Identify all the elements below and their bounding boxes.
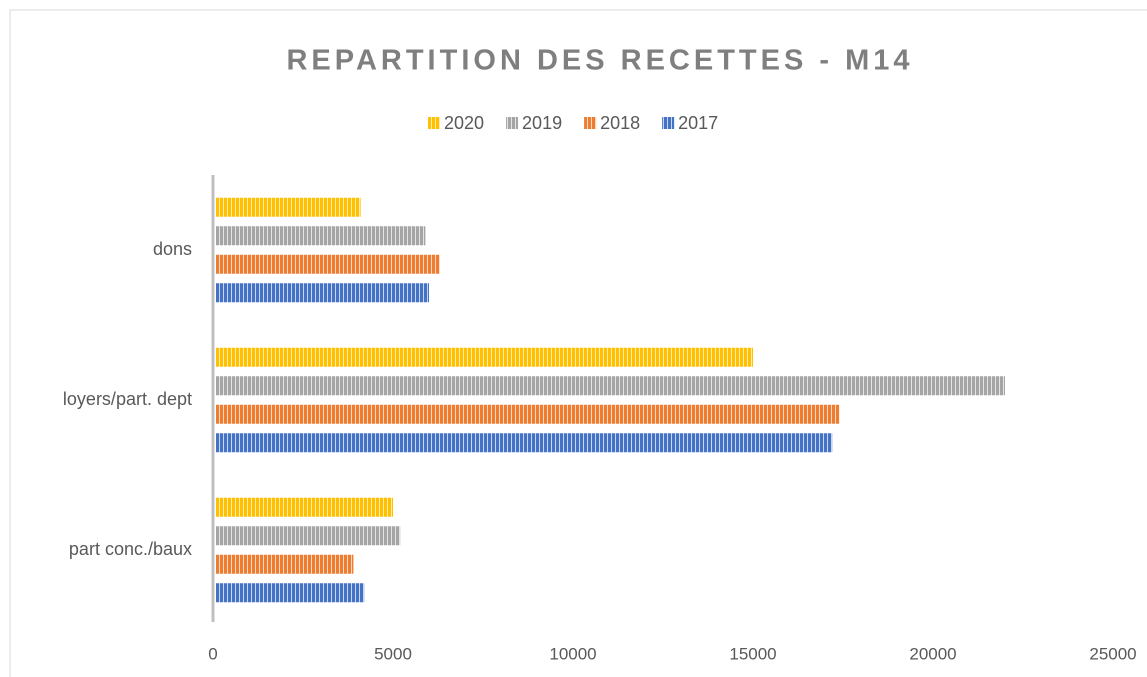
x-tick-label: 20000 [909, 644, 956, 663]
legend-label: 2017 [678, 113, 718, 133]
x-tick-label: 10000 [549, 644, 596, 663]
y-tick-label: loyers/part. dept [63, 389, 192, 409]
legend-label: 2018 [600, 113, 640, 133]
x-tick-label: 25000 [1089, 644, 1136, 663]
chart-title: REPARTITION DES RECETTES - M14 [286, 45, 913, 77]
bar [216, 197, 361, 217]
bar [216, 554, 354, 574]
bar [216, 404, 840, 424]
legend-swatch [584, 117, 597, 129]
bar [216, 226, 426, 246]
legend-swatch [662, 117, 675, 129]
x-tick-label: 5000 [374, 644, 412, 663]
bar [216, 433, 833, 453]
legend-swatch [506, 117, 519, 129]
y-tick-label: dons [153, 239, 192, 259]
chart-border [9, 9, 1147, 677]
bar [216, 376, 1005, 396]
legend-label: 2020 [444, 113, 484, 133]
bar [216, 347, 753, 367]
bar [216, 254, 440, 274]
bar [216, 526, 401, 546]
x-tick-label: 15000 [729, 644, 776, 663]
y-tick-label: part conc./baux [69, 539, 192, 559]
bar [216, 497, 393, 517]
legend-swatch [428, 117, 440, 129]
legend-label: 2019 [522, 113, 562, 133]
bar [216, 283, 429, 303]
x-tick-label: 0 [208, 644, 217, 663]
bar [216, 583, 365, 603]
